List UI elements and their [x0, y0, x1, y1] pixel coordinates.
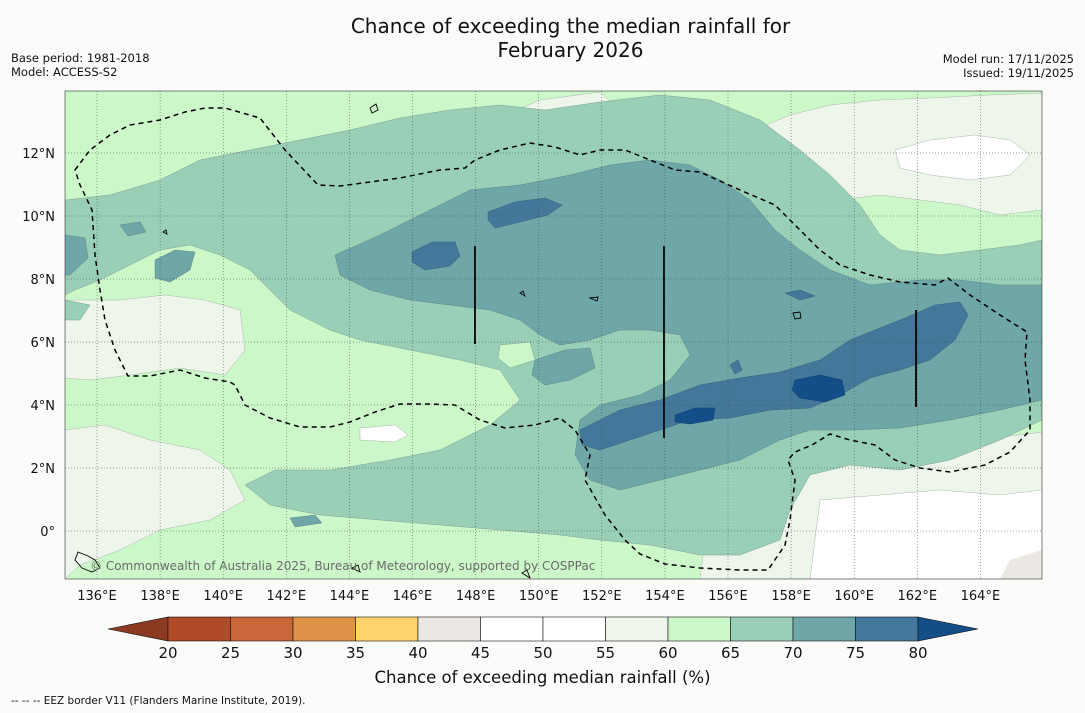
copyright-notice: © Commonwealth of Australia 2025, Bureau…	[90, 559, 595, 573]
lon-tick-label: 136°E	[77, 589, 117, 604]
band-above-80-b	[674, 407, 716, 425]
lon-tick-label: 150°E	[519, 589, 559, 604]
lat-tick-label: 12°N	[22, 147, 55, 162]
issued-date: Issued: 19/11/2025	[963, 66, 1074, 80]
lon-tick-label: 162°E	[898, 589, 938, 604]
band-70-75-blob-d	[289, 514, 323, 528]
colorbar-tick-label: 35	[346, 644, 365, 662]
island-outlines	[74, 103, 802, 579]
eez-border	[74, 107, 1031, 571]
band-75-80-blob-a	[784, 289, 816, 301]
colorbar-tick-label: 55	[596, 644, 615, 662]
colorbar-swatch	[292, 616, 356, 642]
band-45-55-northeast	[894, 134, 1031, 181]
lon-tick-label: 160°E	[834, 589, 874, 604]
longitude-ticks: 136°E 138°E 140°E 142°E 144°E 146°E 148°E 150°E…	[77, 589, 1000, 604]
lon-tick-label: 148°E	[456, 589, 496, 604]
colorbar-tick-label: 40	[408, 644, 427, 662]
lat-tick-label: 6°N	[31, 336, 56, 351]
chart-title: Chance of exceeding the median rainfall …	[0, 14, 1085, 62]
lat-tick-label: 2°N	[31, 462, 56, 477]
eez-legend-note: -- -- -- EEZ border V11 (Flanders Marine…	[11, 695, 306, 707]
base-period: Base period: 1981-2018	[11, 51, 150, 65]
colorbar-swatch	[230, 616, 294, 642]
colorbar-under-arrow	[107, 616, 169, 642]
colorbar-tick-label: 60	[658, 644, 677, 662]
band-60-65-island-2	[497, 341, 536, 369]
lon-tick-label: 158°E	[771, 589, 811, 604]
lon-tick-label: 146°E	[393, 589, 433, 604]
colorbar-swatch	[417, 616, 481, 642]
meta-left: Base period: 1981-2018 Model: ACCESS-S2	[11, 51, 150, 79]
colorbar-tick-label: 50	[533, 644, 552, 662]
band-70-75-main	[334, 159, 1042, 491]
band-75-80-blob-b	[729, 359, 743, 375]
latitude-ticks: 12°N 10°N 8°N 6°N 4°N 2°N 0°	[22, 147, 55, 540]
colorbar-swatch	[730, 616, 794, 642]
band-75-80-west	[411, 241, 461, 271]
colorbar-tick-label: 70	[783, 644, 802, 662]
colorbar-swatch	[480, 616, 544, 642]
lon-tick-label: 142°E	[267, 589, 307, 604]
band-55-60-west	[65, 294, 246, 381]
lon-tick-label: 144°E	[330, 589, 370, 604]
lon-tick-label: 152°E	[582, 589, 622, 604]
graticule	[65, 91, 1042, 579]
colorbar: 20 25 30 35 40 45 50 55 60 65 70 75 80	[107, 616, 979, 662]
colorbar-tick-label: 65	[721, 644, 740, 662]
lat-tick-label: 0°	[40, 525, 55, 540]
band-75-80-south	[579, 301, 969, 451]
model-run: Model run: 17/11/2025	[942, 52, 1074, 66]
colorbar-swatch	[542, 616, 606, 642]
band-70-75-blob-c	[531, 347, 596, 386]
band-70-75-west	[65, 234, 89, 276]
band-75-80-north	[487, 197, 563, 229]
colorbar-tick-label: 75	[846, 644, 865, 662]
band-70-75-blob-a	[154, 249, 196, 283]
band-40-45-corner	[1000, 550, 1042, 579]
map-frame	[64, 90, 1043, 580]
lat-tick-label: 10°N	[22, 210, 55, 225]
lat-tick-label: 8°N	[31, 273, 56, 288]
band-45-55-small	[359, 424, 409, 443]
model-name: Model: ACCESS-S2	[11, 65, 118, 79]
band-70-75-blob-b	[119, 221, 147, 237]
lon-tick-label: 154°E	[645, 589, 685, 604]
colorbar-swatch	[605, 616, 669, 642]
band-above-80-a	[791, 374, 846, 403]
lon-tick-label: 164°E	[961, 589, 1001, 604]
colorbar-swatch	[855, 616, 919, 642]
colorbar-tick-label: 30	[283, 644, 302, 662]
colorbar-swatch	[667, 616, 731, 642]
colorbar-tick-label: 20	[158, 644, 177, 662]
colorbar-swatch	[355, 616, 419, 642]
title-line-2: February 2026	[497, 38, 644, 62]
band-65-70-west-blob	[65, 299, 91, 321]
lon-tick-label: 138°E	[140, 589, 180, 604]
colorbar-tick-label: 45	[471, 644, 490, 662]
meta-right: Model run: 17/11/2025 Issued: 19/11/2025	[943, 52, 1074, 80]
lat-tick-label: 4°N	[31, 399, 56, 414]
lon-tick-label: 140°E	[203, 589, 243, 604]
colorbar-tick-label: 80	[908, 644, 927, 662]
colorbar-swatch	[167, 616, 231, 642]
colorbar-label: Chance of exceeding median rainfall (%)	[374, 668, 711, 687]
title-line-1: Chance of exceeding the median rainfall …	[350, 14, 791, 38]
band-45-55-southeast	[809, 489, 1042, 579]
colorbar-tick-label: 25	[221, 644, 240, 662]
colorbar-over-arrow	[917, 616, 979, 642]
lon-tick-label: 156°E	[708, 589, 748, 604]
colorbar-swatch	[792, 616, 856, 642]
rainfall-probability-map	[65, 91, 1042, 579]
band-55-60-southwest	[65, 424, 246, 579]
